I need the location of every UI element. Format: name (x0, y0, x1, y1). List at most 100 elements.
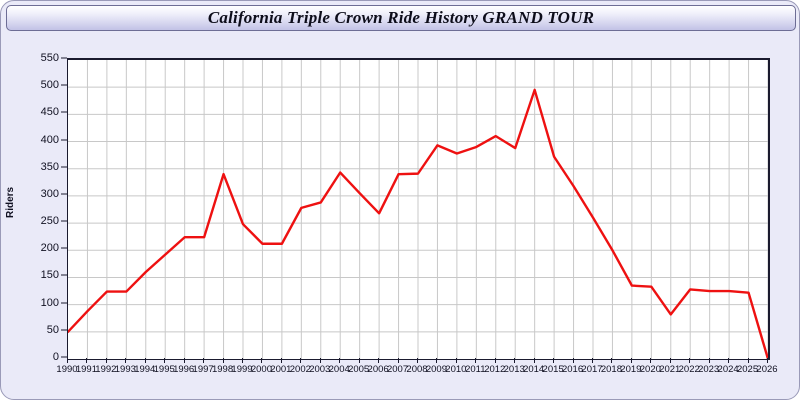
x-tick-label: 2000 (250, 364, 273, 375)
x-tick-mark (689, 358, 691, 363)
y-tick-label: 150 (40, 269, 59, 282)
y-tick-mark (61, 274, 67, 276)
y-axis-title: Riders (5, 186, 16, 218)
x-tick-mark (650, 358, 652, 363)
x-tick-label: 1996 (173, 364, 195, 375)
x-tick-mark (183, 358, 185, 363)
title-bar: California Triple Crown Ride History GRA… (6, 5, 796, 31)
x-tick-mark (86, 358, 88, 363)
x-tick-mark (553, 358, 555, 363)
x-tick-mark (397, 358, 399, 363)
y-tick-label: 0 (52, 351, 59, 363)
y-axis: Riders 0 50 100 150 200 250 300 350 400 450 500 550 (1, 52, 67, 363)
y-tick-label: 450 (40, 106, 59, 119)
x-tick-label: 2020 (639, 364, 661, 375)
x-tick-label: 2019 (620, 364, 642, 375)
grid-lines (68, 60, 768, 359)
x-tick-mark (144, 358, 146, 363)
x-tick-label: 2016 (561, 364, 584, 375)
y-tick-mark (61, 111, 67, 113)
x-tick-mark (300, 358, 302, 363)
x-tick-label: 1999 (231, 364, 253, 375)
x-tick-mark (358, 358, 360, 363)
x-tick-mark (533, 358, 535, 363)
y-tick-label: 400 (40, 133, 59, 146)
x-tick-mark (747, 358, 749, 363)
x-tick-mark (669, 358, 671, 363)
x-tick-label: 2009 (425, 364, 448, 375)
x-tick-label: 2004 (328, 364, 350, 375)
x-tick-label: 2008 (406, 364, 428, 375)
x-tick-mark (417, 358, 418, 363)
x-tick-mark (125, 358, 127, 363)
y-tick-label: 300 (40, 187, 59, 200)
x-tick-label: 2024 (717, 364, 739, 375)
y-tick-mark (61, 139, 67, 141)
x-tick-label: 2003 (309, 364, 331, 375)
x-tick-mark (203, 358, 205, 363)
x-tick-mark (261, 358, 263, 363)
x-tick-mark (436, 358, 438, 363)
y-tick-label: 350 (40, 160, 59, 173)
x-tick-label: 2015 (542, 364, 564, 375)
x-tick-label: 2007 (386, 364, 409, 375)
x-tick-label: 1995 (153, 364, 175, 375)
x-tick-label: 1998 (211, 364, 234, 375)
y-tick-label: 250 (40, 215, 59, 228)
x-tick-label: 2022 (678, 364, 700, 375)
y-tick-label: 550 (40, 52, 59, 64)
x-tick-label: 2017 (581, 364, 603, 375)
x-tick-label: 1991 (75, 364, 98, 375)
x-tick-label: 2011 (465, 364, 486, 375)
y-tick-mark (61, 302, 67, 304)
y-tick-label: 50 (46, 323, 59, 336)
y-tick-mark (61, 84, 67, 86)
x-tick-label: 2018 (600, 364, 623, 375)
x-tick-mark (280, 358, 282, 363)
y-tick-mark (61, 356, 67, 358)
x-tick-mark (592, 358, 593, 363)
plot-area (67, 58, 770, 360)
x-tick-mark (319, 358, 321, 363)
x-tick-mark (611, 358, 613, 363)
y-tick-mark (61, 220, 67, 222)
y-tick-mark (61, 57, 67, 59)
x-tick-label: 2013 (503, 364, 525, 375)
x-tick-label: 2014 (523, 364, 545, 375)
x-tick-label: 2012 (484, 364, 506, 375)
x-tick-mark (708, 358, 710, 363)
x-tick-mark (475, 358, 477, 363)
y-tick-label: 100 (40, 296, 59, 309)
y-tick-mark (61, 166, 67, 168)
x-tick-label: 1997 (192, 364, 214, 375)
x-tick-mark (378, 358, 380, 363)
x-tick-mark (242, 358, 243, 363)
x-tick-label: 1993 (114, 364, 136, 375)
y-tick-label: 200 (40, 242, 59, 255)
x-tick-mark (767, 358, 768, 363)
x-tick-mark (339, 358, 341, 363)
x-tick-label: 2005 (348, 364, 370, 375)
y-tick-mark (61, 193, 67, 195)
x-tick-mark (572, 358, 574, 363)
x-tick-label: 2001 (270, 364, 292, 375)
y-tick-mark (61, 247, 67, 249)
x-tick-mark (222, 358, 224, 363)
riders-line-series (68, 88, 768, 359)
x-tick-mark (455, 358, 457, 363)
x-tick-mark (514, 358, 516, 363)
x-tick-label: 2025 (736, 364, 759, 375)
x-tick-label: 2021 (659, 364, 681, 375)
y-tick-mark (61, 329, 67, 331)
x-tick-mark (728, 358, 730, 363)
x-tick-label: 2010 (445, 364, 467, 375)
x-tick-label: 2006 (367, 364, 389, 375)
x-tick-label: 2002 (289, 364, 311, 375)
x-tick-mark (105, 358, 107, 363)
x-tick-label: 1990 (56, 364, 78, 375)
x-tick-label: 2023 (698, 364, 720, 375)
x-tick-label: 2026 (756, 364, 778, 375)
x-tick-label: 1994 (134, 364, 156, 375)
x-tick-mark (67, 358, 68, 363)
